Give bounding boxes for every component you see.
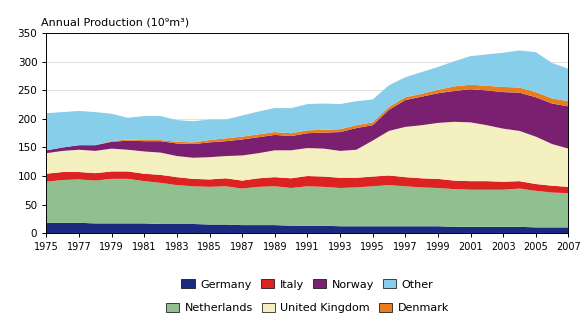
Text: Annual Production (10⁹m³): Annual Production (10⁹m³)	[41, 17, 189, 27]
Legend: Netherlands, United Kingdom, Denmark: Netherlands, United Kingdom, Denmark	[161, 299, 454, 318]
